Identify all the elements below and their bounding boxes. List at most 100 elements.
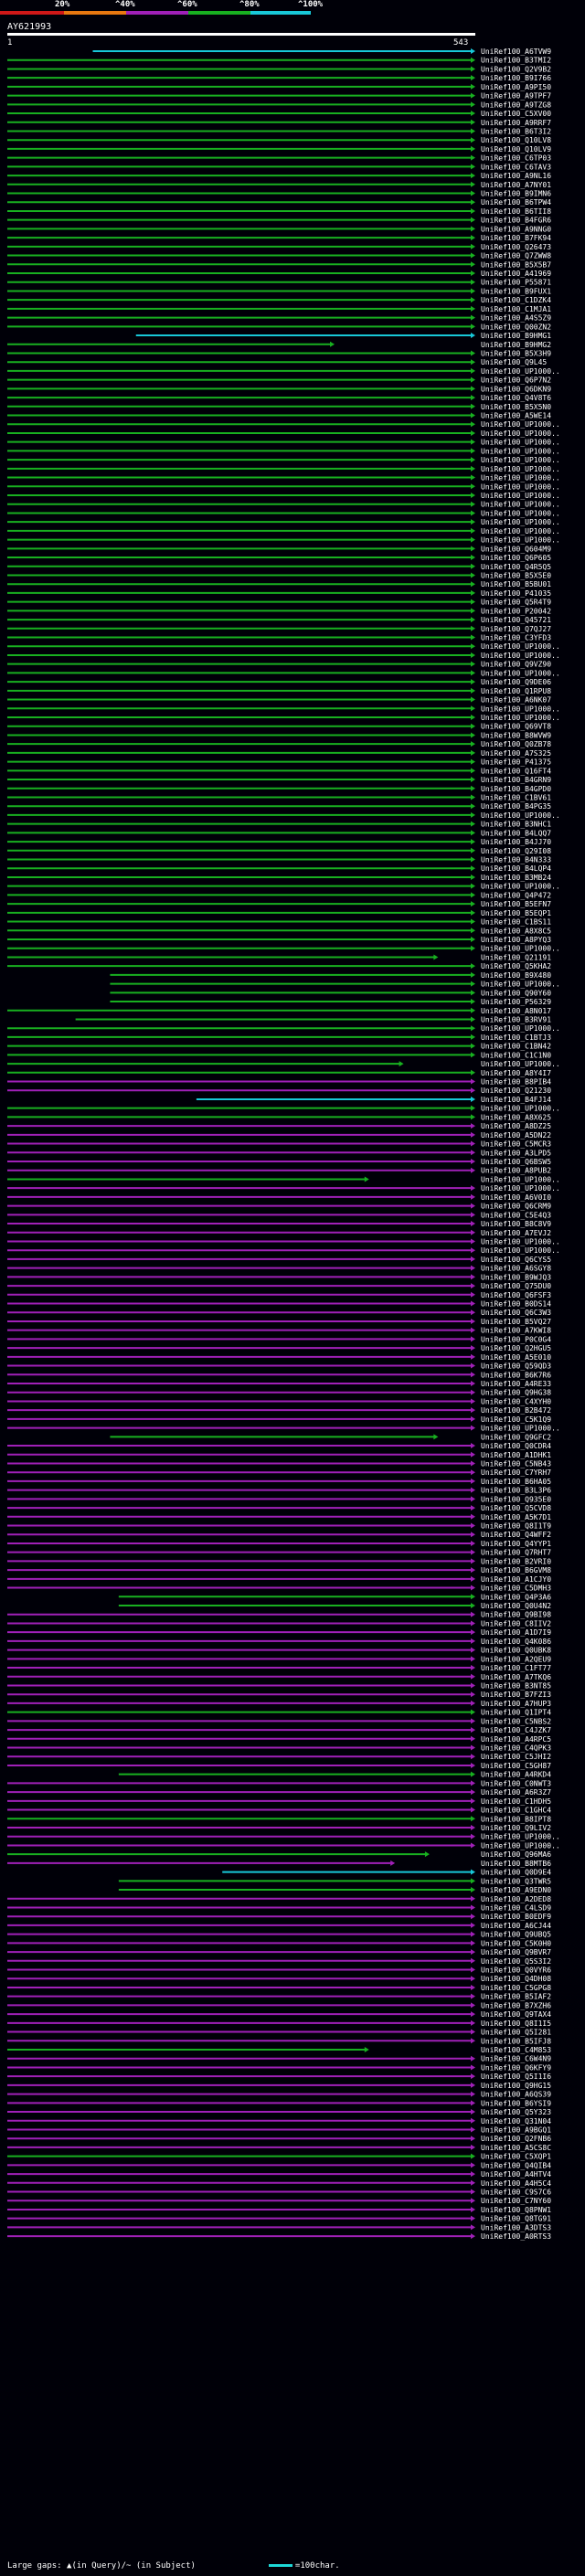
hit-row[interactable]: UniRef100_UP1000..	[7, 456, 560, 464]
hit-row[interactable]: UniRef100_B9WJQ3	[7, 1273, 551, 1281]
hit-row[interactable]: UniRef100_A5WE14	[7, 412, 551, 420]
hit-label[interactable]: UniRef100_A7EVJ2	[481, 1229, 551, 1237]
hit-label[interactable]: UniRef100_Q6BSW5	[481, 1158, 551, 1166]
hit-label[interactable]: UniRef100_B2B472	[481, 1406, 551, 1415]
hit-row[interactable]: UniRef100_A6SGY8	[7, 1265, 551, 1273]
hit-label[interactable]: UniRef100_C4LSD9	[481, 1903, 551, 1912]
hit-label[interactable]: UniRef100_A8X625	[481, 1113, 551, 1121]
hit-label[interactable]: UniRef100_C1GHC4	[481, 1807, 551, 1815]
hit-row[interactable]: UniRef100_Q6CRM9	[7, 1203, 551, 1211]
hit-row[interactable]: UniRef100_Q4DH08	[7, 1975, 551, 1983]
hit-label[interactable]: UniRef100_Q4V8T6	[481, 394, 551, 402]
hit-label[interactable]: UniRef100_A4S5Z9	[481, 314, 551, 323]
hit-label[interactable]: UniRef100_A1DHK1	[481, 1451, 551, 1459]
hit-label[interactable]: UniRef100_B6K7R6	[481, 1371, 551, 1379]
hit-label[interactable]: UniRef100_B9X480	[481, 971, 551, 980]
hit-label[interactable]: UniRef100_UP1000..	[481, 1060, 560, 1068]
hit-row[interactable]: UniRef100_B5X5E0	[7, 571, 551, 579]
hit-row[interactable]: UniRef100_B4LQQ7	[7, 829, 551, 837]
hit-label[interactable]: UniRef100_Q10LV9	[481, 145, 551, 154]
hit-label[interactable]: UniRef100_Q9HG38	[481, 1389, 551, 1397]
hit-label[interactable]: UniRef100_C1BV61	[481, 793, 551, 801]
hit-label[interactable]: UniRef100_Q16FT4	[481, 767, 551, 775]
hit-row[interactable]: UniRef100_B4JJ70	[7, 838, 551, 846]
hit-row[interactable]: UniRef100_Q6DKN9	[7, 385, 551, 393]
hit-row[interactable]: UniRef100_B4GPD0	[7, 785, 551, 793]
hit-row[interactable]: UniRef100_A7S325	[7, 749, 551, 758]
hit-label[interactable]: UniRef100_Q1RPU8	[481, 687, 551, 695]
hit-label[interactable]: UniRef100_A5E010	[481, 1353, 551, 1362]
hit-row[interactable]: UniRef100_Q4QIB4	[7, 2161, 551, 2169]
hit-label[interactable]: UniRef100_A8X8C5	[481, 927, 551, 935]
hit-label[interactable]: UniRef100_B0EDF9	[481, 1913, 551, 1921]
hit-label[interactable]: UniRef100_P0C0G4	[481, 1335, 551, 1343]
hit-label[interactable]: UniRef100_B4FGR6	[481, 217, 551, 225]
hit-row[interactable]: UniRef100_UP1000..	[7, 1841, 560, 1850]
hit-row[interactable]: UniRef100_UP1000..	[7, 1060, 560, 1068]
hit-label[interactable]: UniRef100_Q9VZ90	[481, 661, 551, 669]
hit-label[interactable]: UniRef100_C1BN42	[481, 1043, 551, 1051]
hit-label[interactable]: UniRef100_Q6P7N2	[481, 376, 551, 385]
hit-row[interactable]: UniRef100_A5DN22	[7, 1131, 551, 1140]
hit-label[interactable]: UniRef100_B3MB24	[481, 874, 551, 882]
hit-label[interactable]: UniRef100_B9I766	[481, 74, 551, 82]
hit-row[interactable]: UniRef100_Q7RHT7	[7, 1549, 551, 1557]
hit-label[interactable]: UniRef100_UP1000..	[481, 714, 560, 722]
hit-label[interactable]: UniRef100_A6TVW9	[481, 48, 551, 56]
hit-row[interactable]: UniRef100_Q5S3I2	[7, 1957, 551, 1966]
hit-row[interactable]: UniRef100_A3LPD5	[7, 1149, 551, 1157]
hit-label[interactable]: UniRef100_UP1000..	[481, 536, 560, 545]
hit-row[interactable]: UniRef100_B3NHC1	[7, 821, 551, 829]
hit-row[interactable]: UniRef100_UP1000..	[7, 1105, 560, 1113]
hit-label[interactable]: UniRef100_Q9LIV2	[481, 1824, 551, 1832]
hit-label[interactable]: UniRef100_A7KWI8	[481, 1327, 551, 1335]
hit-row[interactable]: UniRef100_A4H5C4	[7, 2179, 551, 2188]
hit-label[interactable]: UniRef100_UP1000..	[481, 367, 560, 376]
hit-row[interactable]: UniRef100_B4FGR6	[7, 217, 551, 225]
hit-label[interactable]: UniRef100_Q6KFY9	[481, 2063, 551, 2072]
hit-label[interactable]: UniRef100_UP1000..	[481, 981, 560, 989]
hit-label[interactable]: UniRef100_Q26473	[481, 243, 551, 251]
hit-label[interactable]: UniRef100_B8IPT8	[481, 1815, 551, 1823]
hit-label[interactable]: UniRef100_Q9BI98	[481, 1611, 551, 1619]
hit-label[interactable]: UniRef100_B5BU01	[481, 580, 551, 588]
hit-label[interactable]: UniRef100_B5VQ27	[481, 1318, 551, 1326]
hit-label[interactable]: UniRef100_Q3TWR5	[481, 1877, 551, 1885]
hit-row[interactable]: UniRef100_A8Y4I7	[7, 1069, 551, 1077]
hit-row[interactable]: UniRef100_B5X3H9	[7, 349, 551, 357]
hit-row[interactable]: UniRef100_B6K7R6	[7, 1371, 551, 1379]
hit-label[interactable]: UniRef100_Q10LV8	[481, 136, 551, 144]
hit-row[interactable]: UniRef100_C5NB43	[7, 1459, 551, 1468]
hit-row[interactable]: UniRef100_Q4R5Q5	[7, 563, 551, 571]
hit-label[interactable]: UniRef100_A6QS39	[481, 2091, 551, 2099]
hit-row[interactable]: UniRef100_C4QPK3	[7, 1744, 551, 1753]
hit-row[interactable]: UniRef100_Q2HGU5	[7, 1344, 551, 1352]
hit-row[interactable]: UniRef100_UP1000..	[7, 1246, 560, 1255]
hit-label[interactable]: UniRef100_Q8I1I5	[481, 2019, 551, 2028]
hit-label[interactable]: UniRef100_Q4WFF2	[481, 1531, 551, 1539]
hit-label[interactable]: UniRef100_UP1000..	[481, 518, 560, 526]
hit-row[interactable]: UniRef100_A0RTS3	[7, 2232, 551, 2241]
hit-label[interactable]: UniRef100_A6NK07	[481, 696, 551, 705]
hit-label[interactable]: UniRef100_C6TAV3	[481, 163, 551, 171]
hit-row[interactable]: UniRef100_B3RV91	[75, 1015, 552, 1023]
hit-label[interactable]: UniRef100_C5JHI2	[481, 1753, 551, 1761]
hit-row[interactable]: UniRef100_B7XZH6	[7, 2001, 551, 2009]
hit-label[interactable]: UniRef100_B4N333	[481, 856, 551, 864]
hit-label[interactable]: UniRef100_UP1000..	[481, 669, 560, 677]
hit-label[interactable]: UniRef100_B5EFN7	[481, 900, 551, 908]
hit-row[interactable]: UniRef100_Q8I1T9	[7, 1522, 551, 1531]
hit-row[interactable]: UniRef100_C5NBS2	[7, 1717, 551, 1725]
hit-row[interactable]: UniRef100_C3YFD3	[7, 634, 551, 642]
hit-row[interactable]: UniRef100_B4FJ14	[196, 1096, 551, 1104]
hit-label[interactable]: UniRef100_B5X3H9	[481, 349, 551, 357]
hit-row[interactable]: UniRef100_C7YRH7	[7, 1468, 551, 1477]
hit-row[interactable]: UniRef100_Q9L45	[7, 358, 547, 366]
hit-label[interactable]: UniRef100_Q00ZN2	[481, 323, 551, 331]
hit-row[interactable]: UniRef100_Q0D9E4	[222, 1869, 551, 1877]
hit-row[interactable]: UniRef100_Q9BI98	[7, 1611, 551, 1619]
hit-label[interactable]: UniRef100_C6W4N9	[481, 2055, 551, 2063]
hit-label[interactable]: UniRef100_A4H5C4	[481, 2179, 551, 2188]
hit-label[interactable]: UniRef100_B9HMG1	[481, 332, 551, 340]
hit-label[interactable]: UniRef100_A9EDN0	[481, 1886, 551, 1894]
